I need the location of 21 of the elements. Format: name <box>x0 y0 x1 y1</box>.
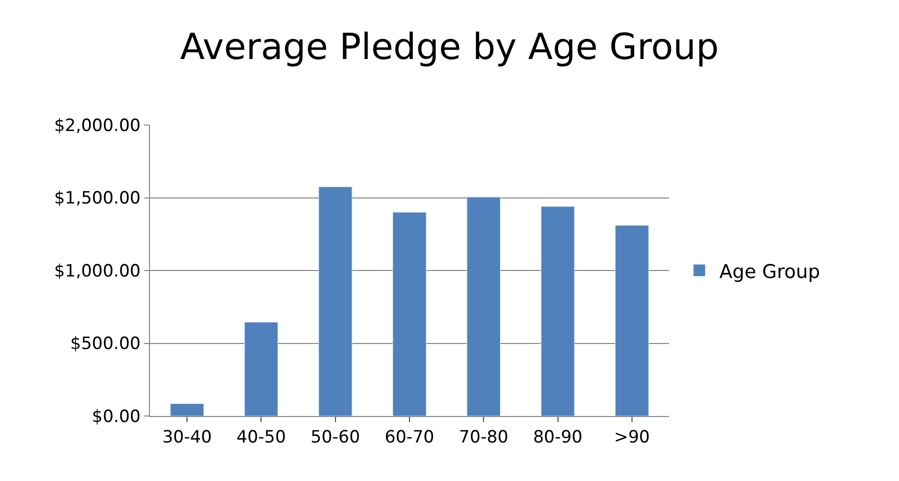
x-tick-label: 30-40 <box>162 427 212 448</box>
y-tick-label: $1,500.00 <box>54 188 141 209</box>
x-tick-label: 50-60 <box>310 427 360 448</box>
x-tick-label: 60-70 <box>384 427 434 448</box>
x-tick-label: >90 <box>614 427 650 448</box>
bar <box>170 403 204 416</box>
bar <box>615 225 649 416</box>
x-tick-label: 70-80 <box>458 427 508 448</box>
y-tick-label: $2,000.00 <box>54 116 141 136</box>
x-tick-label: 80-90 <box>533 427 582 448</box>
legend-label: Age Group <box>719 260 820 283</box>
bar <box>466 196 501 416</box>
x-tick-label: 40-50 <box>236 427 286 448</box>
y-tick-label: $0.00 <box>92 406 141 427</box>
y-tick-label: $1,000.00 <box>54 261 141 282</box>
bar <box>540 206 575 416</box>
bar <box>318 186 352 416</box>
y-tick-label: $500.00 <box>70 334 141 354</box>
chart-title: Average Pledge by Age Group <box>180 26 719 68</box>
bar <box>244 322 278 416</box>
bar <box>392 212 426 416</box>
